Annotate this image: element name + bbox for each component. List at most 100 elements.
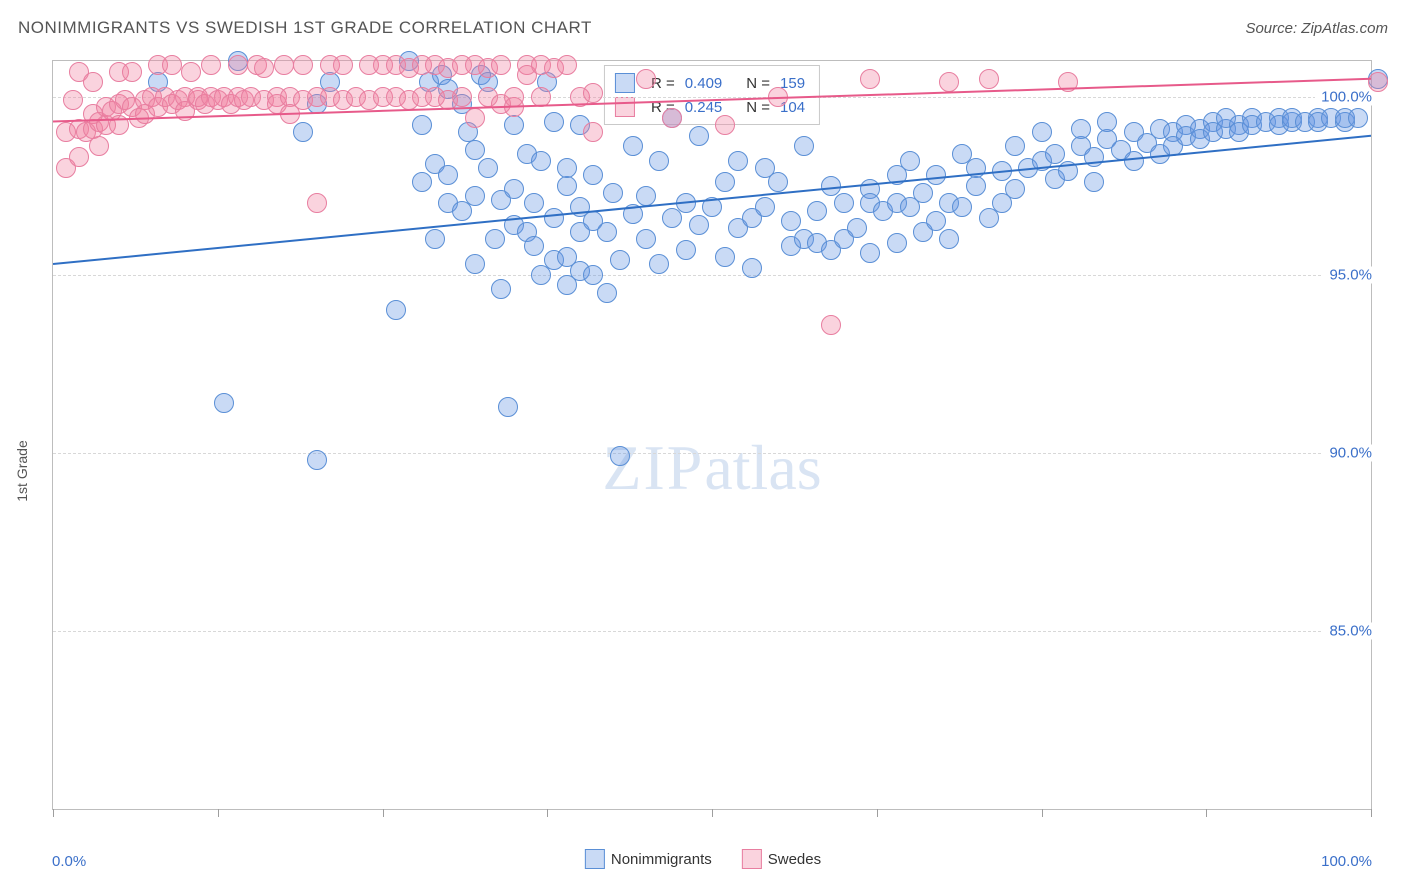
y-axis-label: 1st Grade	[14, 440, 30, 501]
x-tick	[1206, 809, 1207, 817]
x-tick	[53, 809, 54, 817]
scatter-point	[425, 229, 445, 249]
x-tick	[1042, 809, 1043, 817]
plot-area: ZIPatlas R = 0.409N = 159R = 0.245N = 10…	[52, 60, 1372, 810]
n-label: N =	[746, 72, 770, 96]
n-label: N =	[746, 96, 770, 120]
scatter-point	[966, 158, 986, 178]
scatter-point	[583, 165, 603, 185]
scatter-point	[491, 55, 511, 75]
scatter-point	[768, 87, 788, 107]
scatter-point	[1071, 119, 1091, 139]
x-tick	[383, 809, 384, 817]
scatter-point	[485, 229, 505, 249]
scatter-point	[702, 197, 722, 217]
scatter-point	[478, 158, 498, 178]
scatter-point	[662, 108, 682, 128]
scatter-point	[1032, 122, 1052, 142]
x-tick	[712, 809, 713, 817]
watermark-part1: ZIP	[602, 432, 704, 503]
scatter-point	[926, 211, 946, 231]
scatter-point	[1045, 144, 1065, 164]
scatter-point	[689, 126, 709, 146]
x-tick	[1371, 809, 1372, 817]
scatter-point	[1084, 172, 1104, 192]
scatter-point	[728, 151, 748, 171]
watermark: ZIPatlas	[602, 431, 821, 505]
watermark-part2: atlas	[704, 432, 821, 503]
scatter-point	[768, 172, 788, 192]
scatter-point	[926, 165, 946, 185]
scatter-point	[293, 55, 313, 75]
scatter-point	[69, 147, 89, 167]
legend-swatch	[742, 849, 762, 869]
scatter-point	[504, 115, 524, 135]
scatter-point	[807, 201, 827, 221]
scatter-point	[524, 193, 544, 213]
scatter-point	[939, 72, 959, 92]
r-value: 0.245	[685, 96, 723, 120]
chart-container: 1st Grade ZIPatlas R = 0.409N = 159R = 0…	[0, 50, 1406, 892]
scatter-point	[623, 204, 643, 224]
scatter-point	[228, 55, 248, 75]
scatter-point	[412, 115, 432, 135]
legend-swatch	[585, 849, 605, 869]
scatter-point	[742, 258, 762, 278]
scatter-point	[201, 55, 221, 75]
trend-overlay	[53, 61, 1371, 809]
scatter-point	[465, 254, 485, 274]
scatter-point	[966, 176, 986, 196]
scatter-point	[676, 193, 696, 213]
source-attribution: Source: ZipAtlas.com	[1245, 20, 1388, 37]
y-tick-label: 100.0%	[1315, 88, 1372, 105]
scatter-point	[557, 158, 577, 178]
scatter-point	[293, 122, 313, 142]
scatter-point	[597, 222, 617, 242]
y-tick-label: 85.0%	[1323, 622, 1372, 639]
scatter-point	[939, 229, 959, 249]
legend-item: Nonimmigrants	[585, 850, 712, 870]
scatter-point	[583, 265, 603, 285]
scatter-point	[1058, 161, 1078, 181]
scatter-point	[847, 218, 867, 238]
scatter-point	[465, 186, 485, 206]
x-tick	[877, 809, 878, 817]
legend-label: Nonimmigrants	[611, 851, 712, 868]
chart-title: NONIMMIGRANTS VS SWEDISH 1ST GRADE CORRE…	[18, 18, 592, 38]
y-tick-label: 95.0%	[1323, 266, 1372, 283]
scatter-point	[1005, 179, 1025, 199]
scatter-point	[887, 233, 907, 253]
scatter-point	[821, 176, 841, 196]
x-axis-min-label: 0.0%	[52, 853, 86, 870]
scatter-point	[636, 69, 656, 89]
scatter-point	[412, 172, 432, 192]
scatter-point	[274, 55, 294, 75]
scatter-point	[860, 69, 880, 89]
scatter-point	[952, 197, 972, 217]
scatter-point	[649, 151, 669, 171]
r-value: 0.409	[685, 72, 723, 96]
scatter-point	[636, 229, 656, 249]
scatter-point	[465, 140, 485, 160]
scatter-point	[597, 283, 617, 303]
scatter-point	[162, 55, 182, 75]
scatter-point	[715, 247, 735, 267]
scatter-point	[452, 87, 472, 107]
scatter-point	[544, 112, 564, 132]
legend-swatch	[615, 73, 635, 93]
scatter-point	[1084, 147, 1104, 167]
scatter-point	[794, 136, 814, 156]
scatter-point	[181, 62, 201, 82]
scatter-point	[504, 179, 524, 199]
scatter-point	[623, 136, 643, 156]
scatter-point	[531, 151, 551, 171]
scatter-point	[1097, 112, 1117, 132]
scatter-point	[1124, 151, 1144, 171]
scatter-point	[307, 450, 327, 470]
scatter-point	[89, 136, 109, 156]
scatter-point	[689, 215, 709, 235]
scatter-point	[504, 97, 524, 117]
scatter-point	[1005, 136, 1025, 156]
x-tick	[547, 809, 548, 817]
scatter-point	[715, 115, 735, 135]
